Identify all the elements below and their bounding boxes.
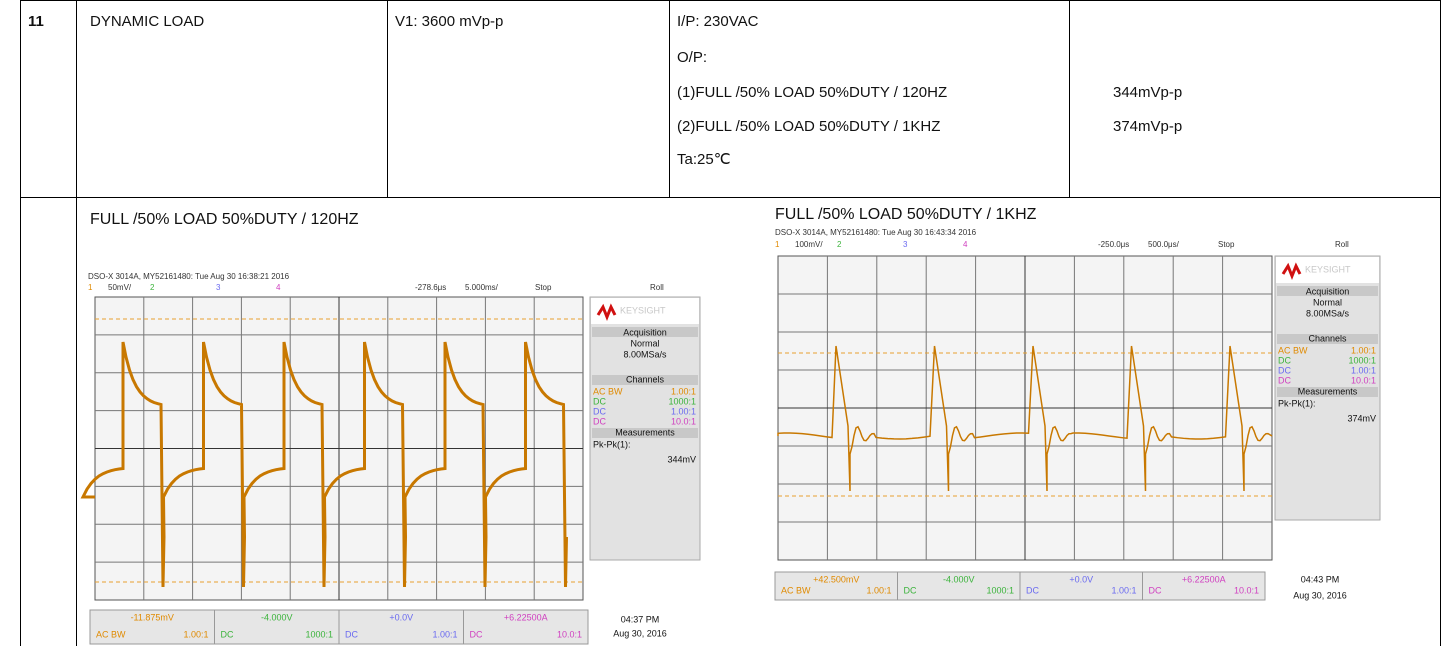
- scope-setting: 5.000ms/: [465, 283, 499, 292]
- scope-caption: FULL /50% LOAD 50%DUTY / 1KHZ: [775, 206, 1037, 223]
- status-offset: +0.0V: [1069, 574, 1093, 584]
- status-coupling: DC: [221, 629, 234, 639]
- scope-date: Aug 30, 2016: [613, 628, 667, 638]
- status-coupling: DC: [1026, 585, 1039, 595]
- scope-setting: -278.6μs: [415, 283, 446, 292]
- scope-setting: Roll: [1335, 240, 1349, 249]
- scope-header: DSO-X 3014A, MY52161480: Tue Aug 30 16:3…: [88, 272, 290, 281]
- status-probe: 10.0:1: [1234, 585, 1259, 595]
- brand: KEYSIGHT: [1305, 264, 1351, 274]
- scope-setting: 3: [903, 240, 908, 249]
- panel-text: Acquisition: [623, 327, 667, 337]
- panel-text: 8.00MSa/s: [1306, 308, 1350, 318]
- test-name: DYNAMIC LOAD: [90, 13, 204, 30]
- row-number: 11: [28, 13, 44, 30]
- panel-text: Channels: [626, 374, 665, 384]
- channel-probe: 1000:1: [668, 396, 696, 406]
- scope-setting: Stop: [1218, 240, 1235, 249]
- condition: I/P: 230VAC: [677, 13, 759, 30]
- channel-coupling: AC BW: [1278, 345, 1308, 355]
- status-coupling: AC BW: [96, 629, 126, 639]
- panel-text: 8.00MSa/s: [623, 349, 667, 359]
- condition: (2)FULL /50% LOAD 50%DUTY / 1KHZ: [677, 118, 940, 135]
- measurement: 374mV: [1347, 413, 1376, 423]
- status-probe: 1000:1: [986, 585, 1014, 595]
- status-offset: -11.875mV: [131, 612, 174, 622]
- channel-coupling: DC: [1278, 355, 1291, 365]
- condition: Ta:25℃: [677, 151, 731, 168]
- channel-probe: 1.00:1: [1351, 365, 1376, 375]
- panel-text: Pk-Pk(1):: [593, 439, 631, 449]
- status-probe: 10.0:1: [557, 629, 582, 639]
- status-offset: +6.22500A: [1182, 574, 1226, 584]
- channel-coupling: DC: [593, 396, 606, 406]
- status-offset: +42.500mV: [813, 574, 859, 584]
- channel-coupling: AC BW: [593, 386, 623, 396]
- status-probe: 1.00:1: [1111, 585, 1136, 595]
- scope-caption: FULL /50% LOAD 50%DUTY / 120HZ: [90, 211, 359, 228]
- scope-time: 04:43 PM: [1301, 574, 1340, 584]
- panel-text: Normal: [630, 338, 659, 348]
- panel-text: Acquisition: [1306, 286, 1350, 296]
- status-probe: 1000:1: [305, 629, 333, 639]
- measurement: 344mV: [667, 454, 696, 464]
- status-offset: -4.000V: [943, 574, 975, 584]
- result: 344mVp-p: [1113, 84, 1182, 101]
- page: 11 DYNAMIC LOAD V1: 3600 mVp-p I/P: 230V…: [0, 0, 1451, 646]
- channel-probe: 1.00:1: [671, 386, 696, 396]
- panel-text: Measurements: [1298, 386, 1358, 396]
- status-coupling: DC: [470, 629, 483, 639]
- scope-setting: -250.0μs: [1098, 240, 1129, 249]
- scope-setting: 2: [150, 283, 155, 292]
- scope-date: Aug 30, 2016: [1293, 590, 1347, 600]
- channel-probe: 1.00:1: [1351, 345, 1376, 355]
- spec: V1: 3600 mVp-p: [395, 13, 503, 30]
- result: 374mVp-p: [1113, 118, 1182, 135]
- channel-probe: 1000:1: [1348, 355, 1376, 365]
- status-coupling: DC: [904, 585, 917, 595]
- panel-text: Pk-Pk(1):: [1278, 398, 1316, 408]
- scope-setting: Roll: [650, 283, 664, 292]
- brand: KEYSIGHT: [620, 305, 666, 315]
- channel-coupling: DC: [593, 416, 606, 426]
- status-probe: 1.00:1: [432, 629, 457, 639]
- scope-setting: 3: [216, 283, 221, 292]
- condition: O/P:: [677, 49, 707, 66]
- status-offset: +6.22500A: [504, 612, 548, 622]
- scope-setting: 4: [276, 283, 281, 292]
- scope-setting: 500.0μs/: [1148, 240, 1180, 249]
- scope-header: DSO-X 3014A, MY52161480: Tue Aug 30 16:4…: [775, 228, 977, 237]
- panel-text: Normal: [1313, 297, 1342, 307]
- panel-text: Channels: [1308, 333, 1347, 343]
- channel-coupling: DC: [1278, 365, 1291, 375]
- condition: (1)FULL /50% LOAD 50%DUTY / 120HZ: [677, 84, 947, 101]
- status-coupling: DC: [1149, 585, 1162, 595]
- scope-setting: 4: [963, 240, 968, 249]
- channel-probe: 10.0:1: [1351, 375, 1376, 385]
- status-coupling: DC: [345, 629, 358, 639]
- channel-coupling: DC: [593, 406, 606, 416]
- scope-setting: 100mV/: [795, 240, 823, 249]
- status-probe: 1.00:1: [866, 585, 891, 595]
- scope-setting: 50mV/: [108, 283, 132, 292]
- scope-time: 04:37 PM: [621, 614, 660, 624]
- scope-setting: 2: [837, 240, 842, 249]
- channel-coupling: DC: [1278, 375, 1291, 385]
- panel-text: Measurements: [615, 427, 675, 437]
- status-probe: 1.00:1: [183, 629, 208, 639]
- status-offset: -4.000V: [261, 612, 293, 622]
- scope-setting: 1: [88, 283, 93, 292]
- scope-setting: Stop: [535, 283, 552, 292]
- channel-probe: 10.0:1: [671, 416, 696, 426]
- channel-probe: 1.00:1: [671, 406, 696, 416]
- status-offset: +0.0V: [389, 612, 413, 622]
- status-coupling: AC BW: [781, 585, 811, 595]
- scope-setting: 1: [775, 240, 780, 249]
